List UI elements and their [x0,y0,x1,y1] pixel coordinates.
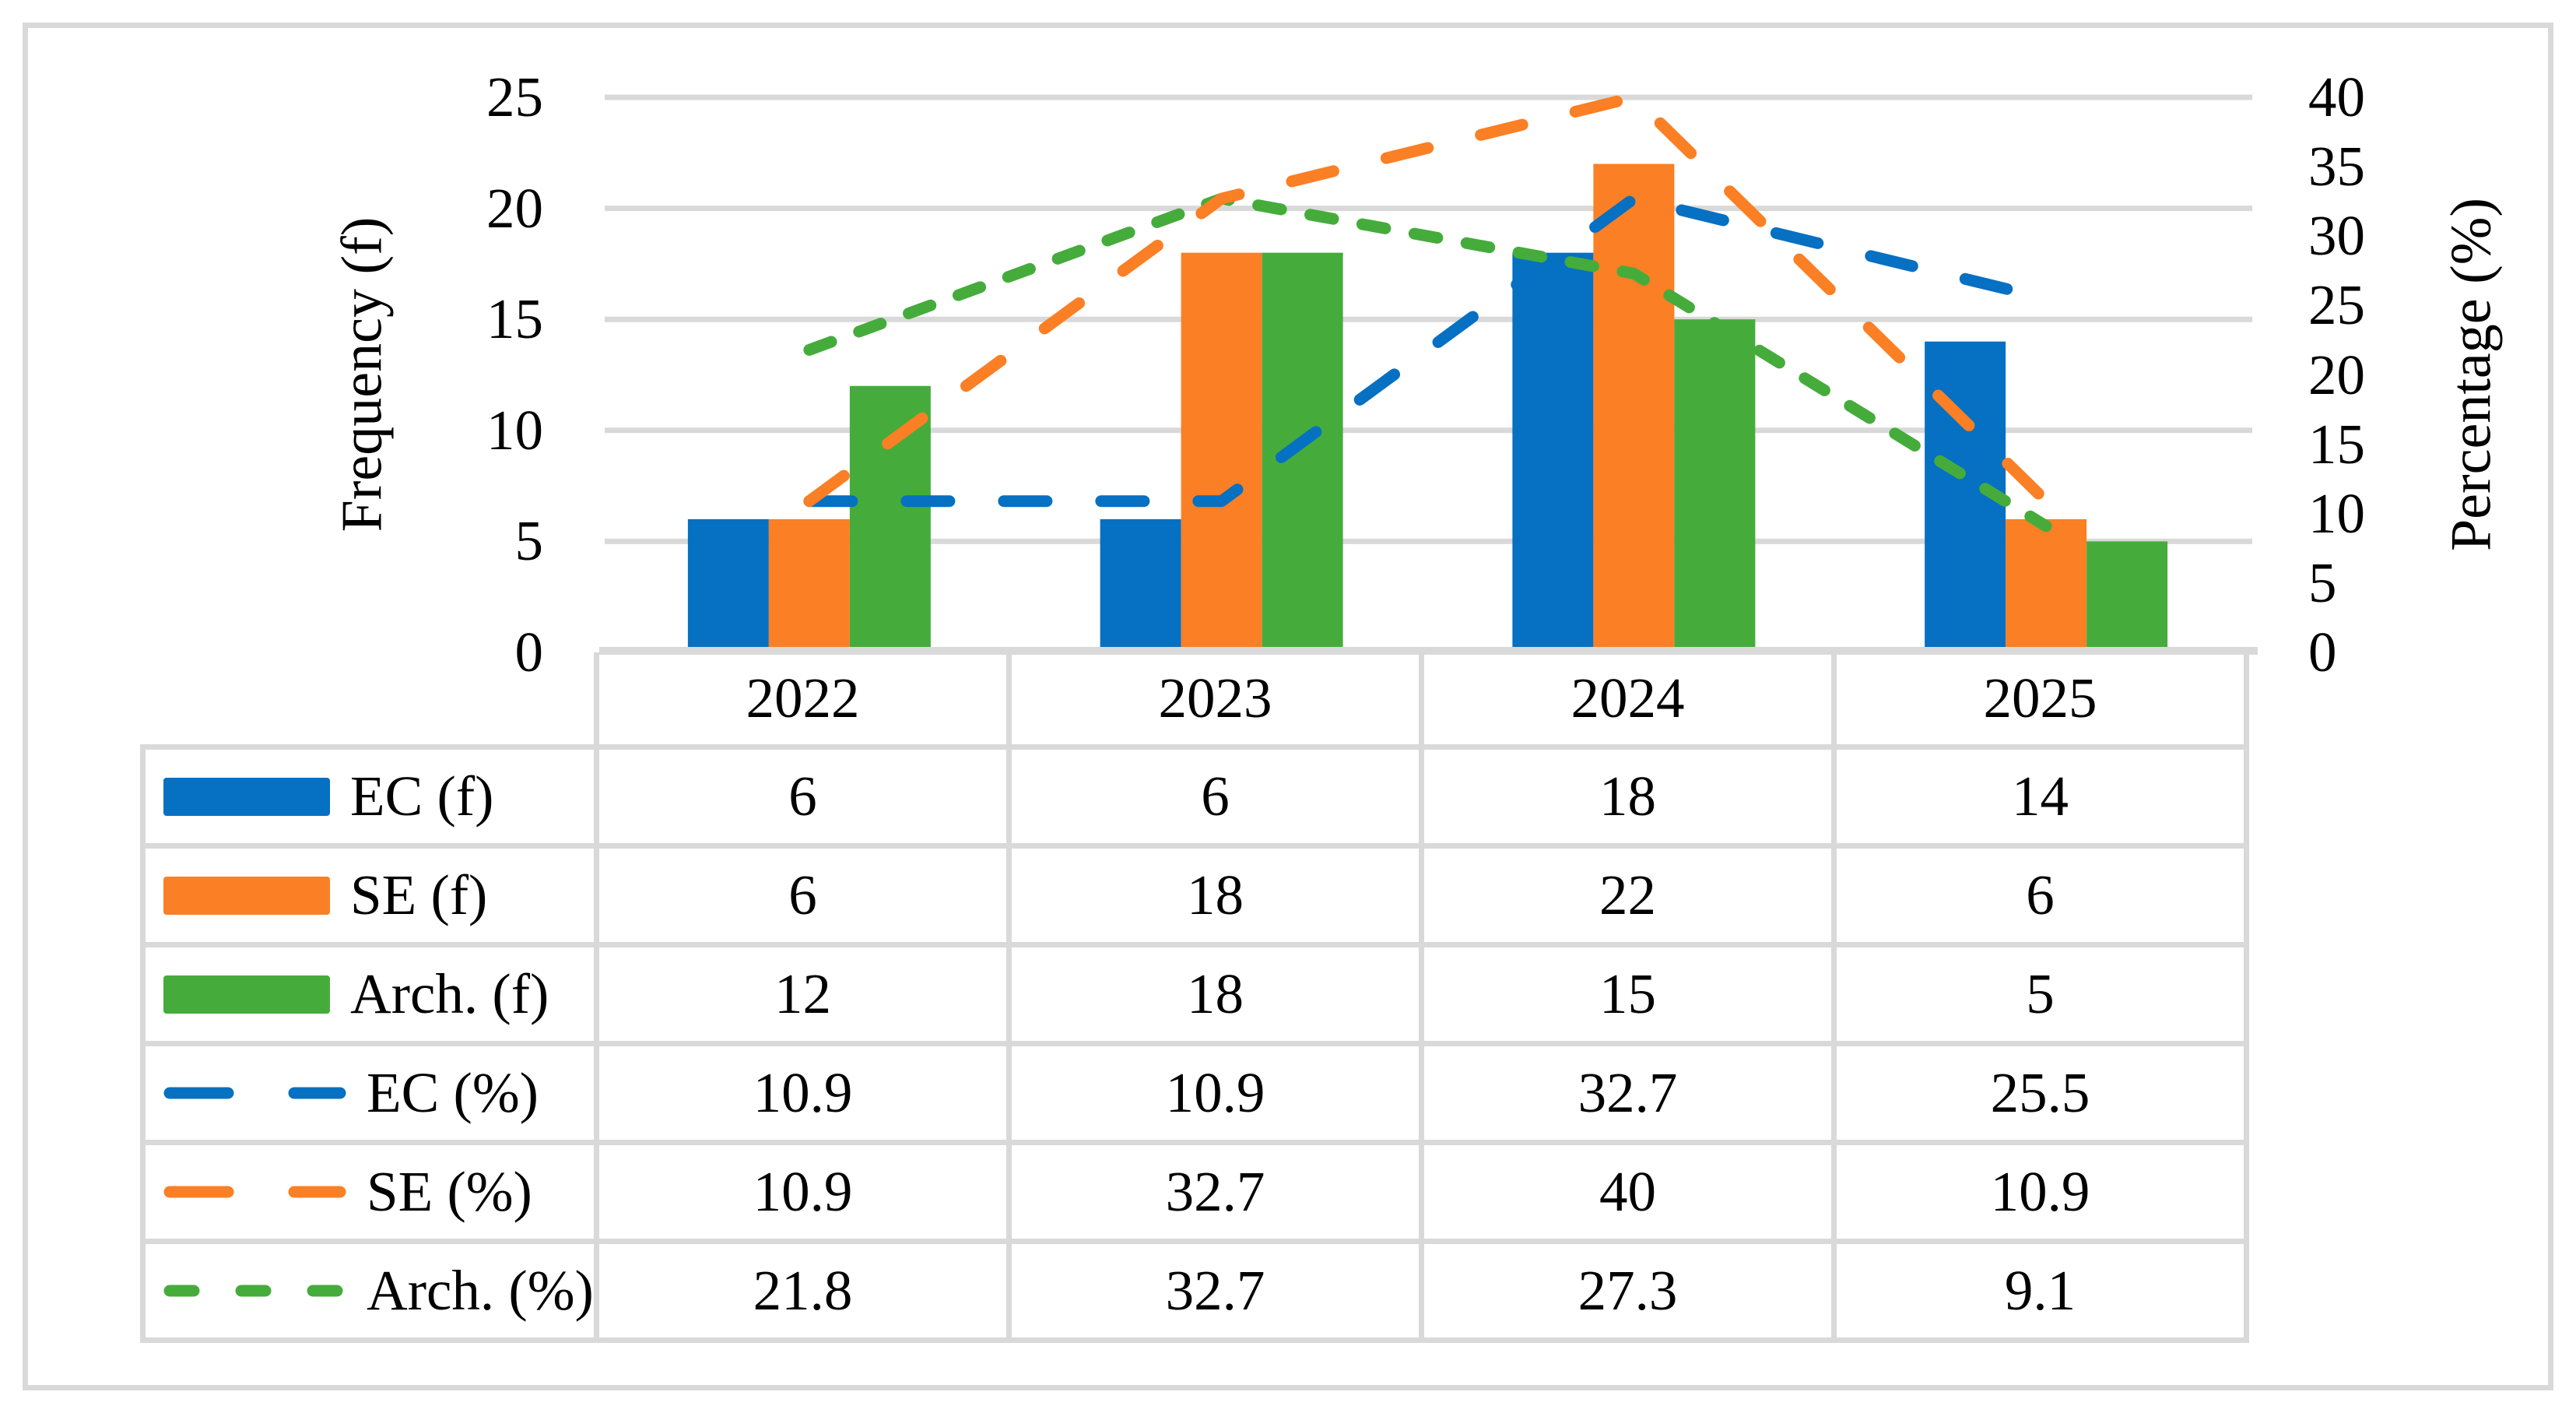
left-axis-tick: 0 [514,620,544,684]
right-axis-tick: 10 [2308,481,2365,545]
right-axis-tick: 20 [2308,343,2365,406]
legend-bar-swatch-icon [163,876,330,915]
left-axis-tick: 20 [486,176,543,240]
left-axis-tick: 10 [486,398,543,462]
table-corner-cell [140,652,599,750]
table-value-cell: 18 [1012,947,1424,1046]
table-year-header: 2025 [1837,652,2249,750]
table-value-cell: 32.7 [1424,1046,1837,1145]
table-year-header: 2024 [1424,652,1837,750]
table-value-cell: 10.9 [599,1046,1012,1145]
table-value-cell: 14 [1837,750,2249,849]
right-axis-tick: 25 [2308,273,2365,337]
table-value-cell: 32.7 [1012,1244,1424,1343]
table-value-cell: 40 [1424,1145,1837,1244]
table-value-cell: 10.9 [1837,1145,2249,1244]
legend-bar-swatch-icon [163,777,330,816]
legend-cell: Arch. (%) [140,1244,599,1343]
table-value-cell: 6 [599,849,1012,947]
table-value-cell: 6 [599,750,1012,849]
legend-cell: Arch. (f) [140,947,599,1046]
table-value-cell: 15 [1424,947,1837,1046]
legend-dash-swatch-icon [163,1087,346,1099]
right-axis-tick: 0 [2308,620,2337,684]
table-value-cell: 10.9 [1012,1046,1424,1145]
right-axis-tick: 15 [2308,412,2365,476]
table-value-cell: 18 [1424,750,1837,849]
legend-bar-swatch-icon [163,975,330,1014]
table-year-header: 2022 [599,652,1012,750]
legend-dash-swatch-icon [163,1186,346,1198]
left-axis-tick: 15 [486,287,543,351]
legend-label: EC (%) [367,1061,539,1124]
legend-dash-swatch-icon [163,1285,346,1297]
legend-cell: EC (f) [140,750,599,849]
right-axis-tick: 40 [2308,65,2365,128]
legend-label: EC (f) [350,764,494,828]
right-axis-tick: 35 [2308,135,2365,199]
legend-label: SE (f) [350,863,488,926]
table-value-cell: 9.1 [1837,1244,2249,1343]
left-axis-tick: 25 [486,65,543,128]
legend-label: Arch. (f) [350,962,549,1025]
right-axis-tick: 30 [2308,204,2365,268]
legend-cell: SE (f) [140,849,599,947]
legend-label: Arch. (%) [367,1259,594,1322]
left-axis-tick: 5 [514,509,544,573]
table-value-cell: 6 [1012,750,1424,849]
table-value-cell: 32.7 [1012,1145,1424,1244]
right-axis-tick: 5 [2308,550,2337,614]
table-value-cell: 21.8 [599,1244,1012,1343]
table-value-cell: 22 [1424,849,1837,947]
table-value-cell: 6 [1837,849,2249,947]
legend-label: SE (%) [367,1160,532,1223]
data-table: 2022 2023 2024 2025 EC (f) 6 6 18 14 SE (f) 6 18 22 6… [140,652,2249,1343]
chart-border-frame [23,23,2553,1390]
legend-cell: EC (%) [140,1046,599,1145]
table-value-cell: 25.5 [1837,1046,2249,1145]
table-value-cell: 10.9 [599,1145,1012,1244]
left-axis-title: Frequency (f) [330,216,395,533]
legend-cell: SE (%) [140,1145,599,1244]
table-value-cell: 27.3 [1424,1244,1837,1343]
table-year-header: 2023 [1012,652,1424,750]
table-value-cell: 12 [599,947,1012,1046]
table-value-cell: 5 [1837,947,2249,1046]
table-value-cell: 18 [1012,849,1424,947]
